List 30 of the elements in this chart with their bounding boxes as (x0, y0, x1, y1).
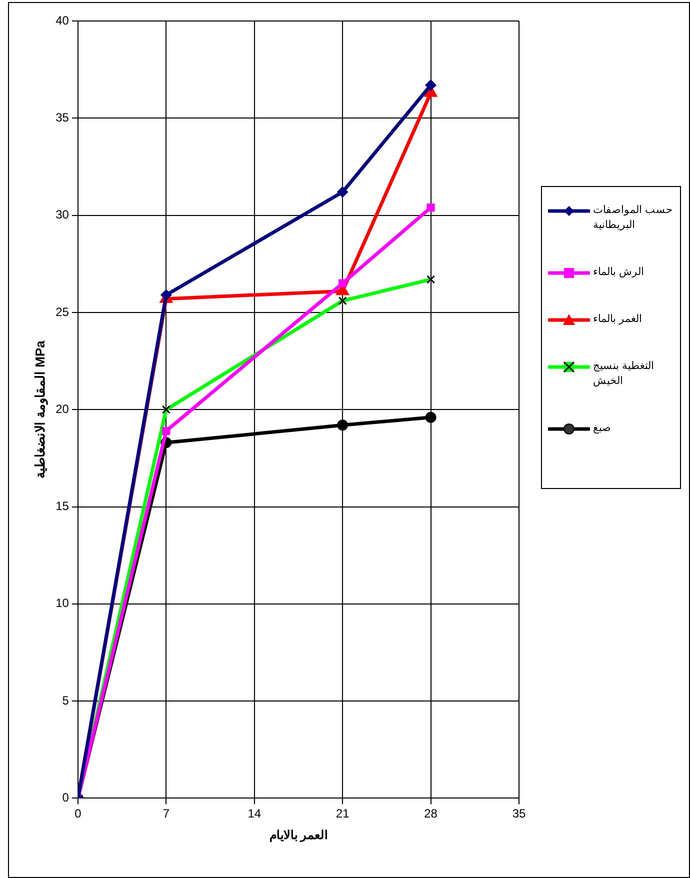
point (425, 80, 436, 91)
point (160, 289, 172, 300)
point (337, 420, 348, 431)
y-tick-label: 35 (56, 110, 70, 124)
y-tick-label: 40 (56, 13, 70, 28)
x-axis-title: العمر بالايام (269, 828, 328, 844)
y-tick-label: 10 (56, 596, 70, 610)
y-tick-label: 5 (62, 693, 70, 708)
point (162, 426, 170, 436)
y-tick-label: 0 (62, 790, 70, 805)
legend-label: التغطية بنسيج الخيش (593, 359, 655, 389)
y-tick-label: 15 (56, 499, 70, 514)
point (337, 186, 348, 198)
legend-label: حسب المواصفات البريطانية (593, 203, 674, 233)
legend-label: الرش بالماء (593, 265, 644, 280)
legend-label: صبغ (593, 421, 611, 436)
point (426, 203, 435, 212)
x-tick-label: 14 (248, 806, 262, 821)
x-tick-label: 35 (512, 806, 526, 821)
y-tick-label: 30 (56, 208, 70, 222)
legend-label: الغمر بالماء (593, 312, 642, 327)
x-tick-label: 21 (336, 806, 350, 821)
y-tick-label: 20 (56, 402, 70, 416)
x-tick-label: 28 (424, 806, 438, 821)
point (338, 279, 347, 288)
point (425, 412, 436, 423)
y-axis-title: المقاومة الانضغاطية MPa (32, 340, 48, 479)
y-tick-label: 25 (56, 304, 70, 319)
x-tick-label: 0 (74, 806, 82, 821)
x-tick-label: 7 (162, 806, 170, 821)
